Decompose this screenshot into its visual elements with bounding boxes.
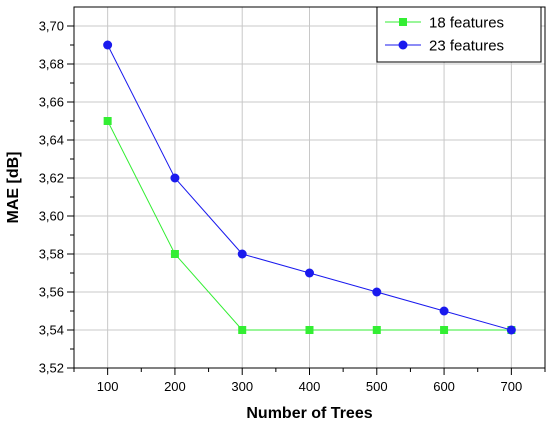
y-tick-label: 3,70 bbox=[39, 19, 64, 34]
data-point bbox=[440, 326, 449, 334]
legend-swatch-marker bbox=[399, 18, 407, 26]
x-axis-title: Number of Trees bbox=[246, 405, 372, 422]
x-tick-label: 300 bbox=[231, 379, 253, 394]
y-tick-label: 3,64 bbox=[39, 133, 64, 148]
y-tick-label: 3,66 bbox=[39, 95, 64, 110]
y-tick-label: 3,56 bbox=[39, 285, 64, 300]
x-tick-label: 400 bbox=[299, 379, 321, 394]
legend-swatch-marker bbox=[398, 40, 408, 50]
y-tick-label: 3,52 bbox=[39, 361, 64, 376]
data-point bbox=[103, 117, 112, 125]
y-tick-label: 3,58 bbox=[39, 247, 64, 262]
legend: 18 features 23 features bbox=[376, 6, 542, 63]
data-point bbox=[372, 287, 382, 297]
axis-ticks: 100 200 300 400 500 600 700 3,52 3,54 3,56 3,58 3,6… bbox=[39, 19, 546, 394]
legend-box bbox=[376, 6, 542, 63]
y-tick-label: 3,62 bbox=[39, 171, 64, 186]
y-tick-label: 3,60 bbox=[39, 209, 64, 224]
series-layer bbox=[103, 40, 516, 335]
x-tick-label: 700 bbox=[501, 379, 523, 394]
y-tick-label: 3,54 bbox=[39, 323, 64, 338]
data-point bbox=[506, 325, 516, 335]
data-point bbox=[372, 326, 381, 334]
x-tick-label: 600 bbox=[433, 379, 455, 394]
data-point bbox=[103, 40, 113, 50]
x-tick-label: 100 bbox=[97, 379, 119, 394]
legend-label: 23 features bbox=[429, 38, 504, 55]
data-point bbox=[305, 268, 314, 278]
data-point bbox=[170, 173, 180, 183]
data-point bbox=[439, 306, 449, 316]
data-point bbox=[170, 250, 179, 258]
grid-lines bbox=[74, 7, 545, 369]
x-tick-label: 200 bbox=[164, 379, 186, 394]
y-tick-label: 3,68 bbox=[39, 57, 64, 72]
data-point bbox=[238, 326, 247, 334]
y-axis-title: MAE [dB] bbox=[5, 152, 22, 224]
data-point bbox=[305, 326, 314, 334]
x-tick-label: 500 bbox=[366, 379, 388, 394]
legend-label: 18 features bbox=[429, 15, 504, 32]
data-point bbox=[237, 249, 247, 259]
